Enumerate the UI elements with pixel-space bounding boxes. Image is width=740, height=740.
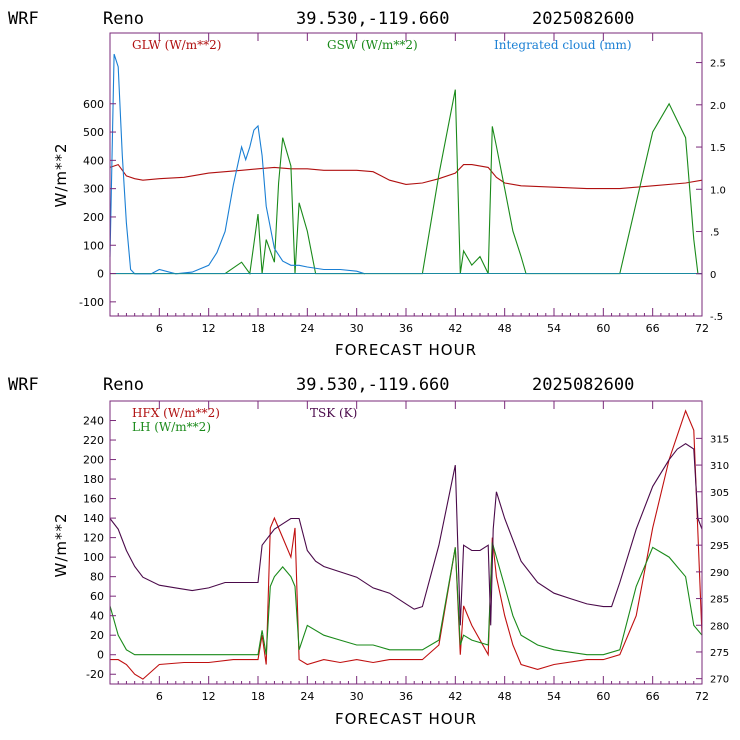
y-tick-label: 240 — [83, 415, 104, 428]
x-tick-label: 36 — [399, 690, 413, 703]
y-tick-label: 200 — [83, 454, 104, 467]
x-tick-label: 48 — [498, 322, 512, 335]
y-tick-label: 180 — [83, 473, 104, 486]
y2-tick-label: 310 — [710, 461, 729, 472]
panel-flux-skin-temp: WRF Reno 39.530,-119.660 2025082600 6 12 1… — [8, 375, 729, 728]
panel2-ylabel: W/m**2 — [52, 512, 70, 577]
x-tick-label: 24 — [300, 690, 314, 703]
panel1-xlabel: FORECAST HOUR — [335, 341, 477, 359]
x-tick-label: 36 — [399, 322, 413, 335]
y2-tick-label: 1.0 — [710, 185, 726, 196]
y-tick-label: 0 — [97, 268, 104, 281]
y-tick-label: 500 — [83, 126, 104, 139]
y-tick-label: 60 — [90, 590, 104, 603]
x-tick-label: 30 — [350, 690, 364, 703]
y-tick-label: -20 — [86, 668, 104, 681]
y-tick-label: 600 — [83, 98, 104, 111]
panel1-x-ticks: 6 12 18 24 30 36 42 48 54 60 66 72 — [117, 33, 709, 335]
y-tick-label: 200 — [83, 211, 104, 224]
header-coords: 39.530,-119.660 — [296, 9, 450, 29]
y2-tick-label: 280 — [710, 621, 729, 632]
x-tick-label: 66 — [646, 322, 660, 335]
y-tick-label: -100 — [79, 296, 104, 309]
x-tick-label: 24 — [300, 322, 314, 335]
panel2-y2-ticks: 270 275 280 285 290 295 300 305 310 315 — [696, 434, 729, 686]
panel2-x-ticks: 6 12 18 24 30 36 42 48 54 60 66 72 — [117, 401, 709, 703]
legend-hfx: HFX (W/m**2) — [132, 406, 220, 420]
y2-tick-label: 0 — [710, 270, 716, 281]
y2-tick-label: 295 — [710, 541, 729, 552]
y2-tick-label: 290 — [710, 568, 729, 579]
header-run: 2025082600 — [532, 9, 634, 29]
x-tick-label: 6 — [156, 322, 163, 335]
panel1-y2-ticks: -.5 0 .5 1.0 1.5 2.0 2.5 — [696, 59, 726, 323]
x-tick-label: 72 — [695, 322, 709, 335]
y-tick-label: 100 — [83, 551, 104, 564]
x-tick-label: 42 — [448, 322, 462, 335]
y2-tick-label: 285 — [710, 595, 729, 606]
y2-tick-label: 2.5 — [710, 59, 726, 70]
y-tick-label: 40 — [90, 610, 104, 623]
panel1-series-lines — [109, 53, 703, 276]
y2-tick-label: 315 — [710, 434, 729, 445]
header-model: WRF — [8, 9, 39, 29]
y2-tick-label: 270 — [710, 675, 729, 686]
panel1-y-ticks: -100 0 100 200 300 400 500 600 — [79, 98, 116, 309]
panel1-ylabel: W/m**2 — [52, 142, 70, 207]
x-tick-label: 54 — [547, 690, 561, 703]
x-tick-label: 30 — [350, 322, 364, 335]
header2-model: WRF — [8, 375, 39, 395]
legend-glw: GLW (W/m**2) — [132, 38, 221, 52]
series-line-gsw — [110, 89, 702, 276]
x-tick-label: 42 — [448, 690, 462, 703]
panel2-xlabel: FORECAST HOUR — [335, 710, 477, 728]
x-tick-label: 60 — [596, 690, 610, 703]
series-line-tsk — [109, 443, 703, 626]
legend-lh: LH (W/m**2) — [132, 420, 211, 434]
x-tick-label: 6 — [156, 690, 163, 703]
y2-tick-label: 275 — [710, 648, 729, 659]
y-tick-label: 0 — [97, 649, 104, 662]
y-tick-label: 100 — [83, 239, 104, 252]
panel2-y-ticks: -20 0 20 40 60 80 100 120 140 160 180 200 220 240 — [83, 415, 116, 681]
y2-tick-label: 1.5 — [710, 143, 726, 154]
header2-run: 2025082600 — [532, 375, 634, 395]
panel2-frame — [109, 400, 703, 685]
x-tick-label: 12 — [202, 690, 216, 703]
x-tick-label: 72 — [695, 690, 709, 703]
y2-tick-label: 2.0 — [710, 101, 726, 112]
y-tick-label: 140 — [83, 512, 104, 525]
panel2-series-lines — [109, 409, 703, 680]
x-tick-label: 60 — [596, 322, 610, 335]
y2-tick-label: .5 — [710, 228, 720, 239]
header2-coords: 39.530,-119.660 — [296, 375, 450, 395]
y-tick-label: 80 — [90, 571, 104, 584]
legend-tsk: TSK (K) — [310, 406, 357, 420]
header-station: Reno — [103, 9, 144, 29]
y2-tick-label: 305 — [710, 488, 729, 499]
y-tick-label: 160 — [83, 493, 104, 506]
y-tick-label: 400 — [83, 154, 104, 167]
legend-cloud: Integrated cloud (mm) — [494, 38, 632, 52]
x-tick-label: 12 — [202, 322, 216, 335]
panel-radiation-cloud: WRF Reno 39.530,-119.660 2025082600 6 12 1… — [8, 9, 726, 359]
series-line-lh — [109, 542, 703, 656]
y-tick-label: 20 — [90, 629, 104, 642]
y-tick-label: 120 — [83, 532, 104, 545]
y2-tick-label: -.5 — [710, 312, 723, 323]
x-tick-label: 66 — [646, 690, 660, 703]
header2-station: Reno — [103, 375, 144, 395]
x-tick-label: 54 — [547, 322, 561, 335]
series-line-cloud — [109, 53, 366, 275]
x-tick-label: 18 — [251, 690, 265, 703]
legend-gsw: GSW (W/m**2) — [327, 38, 418, 52]
y-tick-label: 220 — [83, 434, 104, 447]
series-line-glw — [109, 163, 703, 190]
x-tick-label: 48 — [498, 690, 512, 703]
series-line-hfx — [110, 409, 703, 680]
y-tick-label: 300 — [83, 183, 104, 196]
y2-tick-label: 300 — [710, 514, 729, 525]
x-tick-label: 18 — [251, 322, 265, 335]
